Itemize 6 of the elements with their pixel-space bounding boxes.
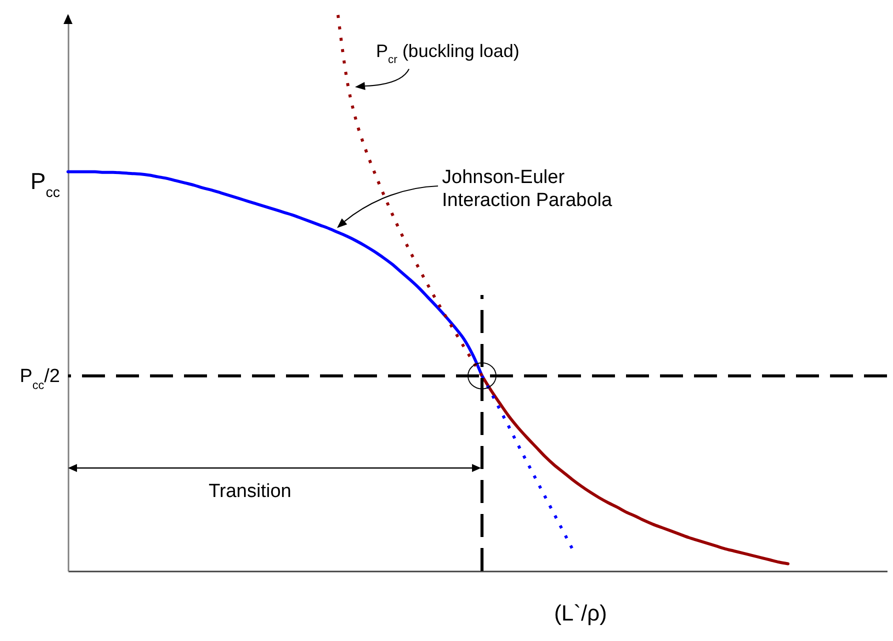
text: P$_{cc}$ bbox=[30, 168, 60, 201]
x-axis-title: (L`/ρ) bbox=[554, 600, 607, 626]
annotation: Transition bbox=[208, 481, 292, 502]
ref-line-label: P$_{cc}$/2 bbox=[20, 366, 60, 392]
annotation: P$_{cr}$ (buckling load) bbox=[376, 41, 520, 66]
annotation: Johnson-Euler Interaction Parabola bbox=[442, 167, 612, 211]
